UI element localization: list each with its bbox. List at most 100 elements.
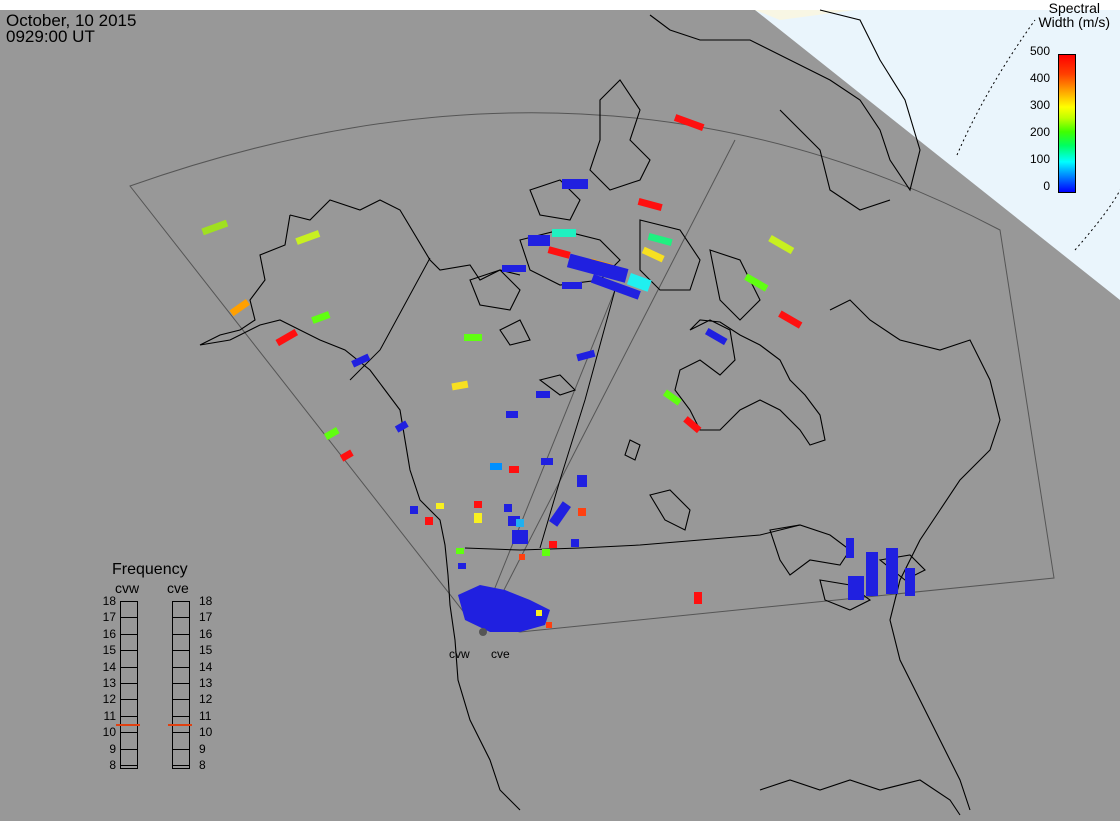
echo-cell	[578, 508, 586, 516]
frequency-column-cve	[172, 601, 190, 769]
frequency-marker-cvw	[116, 724, 140, 726]
echo-cell	[848, 576, 864, 600]
frequency-tick-left: 18	[102, 594, 116, 608]
scatter-echoes	[201, 114, 915, 632]
frequency-tick-left: 14	[102, 659, 116, 674]
echo-cell	[886, 548, 898, 594]
frequency-tick-left: 10	[102, 725, 116, 740]
echo-cell	[506, 411, 518, 418]
echo-cell	[451, 380, 469, 391]
echo-cell	[509, 466, 519, 473]
echo-cell	[323, 427, 340, 441]
echo-cell	[490, 463, 502, 470]
frequency-tick-left: 12	[102, 692, 116, 707]
fov-beam-line-2	[479, 289, 616, 626]
echo-cell	[516, 519, 524, 527]
echo-cell	[394, 420, 409, 433]
frequency-tick-right: 18	[199, 594, 213, 608]
echo-cell	[626, 273, 652, 292]
frequency-tick-right: 17	[199, 610, 213, 625]
frequency-tick-right: 14	[199, 659, 213, 674]
echo-cell	[694, 592, 702, 604]
echo-cell	[528, 235, 550, 246]
echo-cell	[541, 458, 553, 465]
echo-cell	[536, 610, 542, 616]
colorbar-title-line2: Width (m/s)	[1038, 14, 1110, 30]
colorbar-title-line1: Spectral	[1048, 0, 1100, 16]
radar-label-cve: cve	[491, 647, 510, 661]
fov-outline	[129, 112, 1055, 633]
echo-cell	[456, 548, 464, 554]
colorbar-tick: 100	[1029, 152, 1050, 166]
frequency-tick-left: 13	[102, 676, 116, 690]
date-label: October, 10 2015	[6, 11, 137, 30]
echo-cell	[641, 246, 665, 263]
echo-cell	[464, 334, 482, 341]
echo-cell	[425, 517, 433, 525]
time-label: 0929:00 UT	[6, 27, 95, 46]
echo-cell	[458, 563, 466, 569]
top-margin	[0, 0, 1120, 10]
frequency-tick-left: 11	[103, 708, 116, 723]
frequency-column-cvw	[120, 601, 138, 769]
echo-cell	[502, 265, 526, 272]
echo-cell	[201, 219, 229, 236]
echo-cell	[576, 349, 596, 362]
echo-cell	[351, 353, 371, 368]
echo-cell	[566, 253, 629, 283]
frequency-title: Frequency	[112, 561, 188, 578]
colorbar-tick: 500	[1029, 44, 1050, 58]
echo-cell	[562, 282, 582, 289]
echo-cell	[229, 298, 250, 317]
colorbar-tick: 200	[1029, 125, 1050, 139]
echo-cell	[673, 114, 705, 131]
radar-label-cvw: cvw	[449, 647, 470, 661]
echo-cell	[339, 449, 354, 462]
echo-cell	[474, 513, 482, 523]
frequency-tick-left: 9	[109, 741, 116, 756]
echo-cell	[683, 416, 702, 434]
echo-cell	[778, 310, 803, 329]
echo-cell	[571, 539, 579, 547]
echo-cell	[549, 501, 571, 527]
echo-cell	[590, 274, 641, 300]
coastlines	[199, 9, 1001, 816]
echo-cell	[508, 516, 520, 526]
frequency-tick-right: 15	[199, 643, 213, 658]
echo-cell	[577, 475, 587, 487]
colorbar-tick: 400	[1029, 71, 1050, 85]
frequency-tick-right: 9	[199, 741, 206, 756]
echo-cell	[905, 568, 915, 596]
echo-cell	[504, 504, 512, 512]
echo-cell	[519, 554, 525, 560]
frequency-col-label-cvw: cvw	[115, 580, 140, 596]
echo-cell	[474, 501, 482, 508]
frequency-tick-right: 16	[199, 626, 213, 641]
echo-cell	[549, 541, 557, 548]
latitude-circle-dotted	[956, 19, 1036, 156]
echo-cell	[637, 198, 663, 212]
frequency-tick-right: 12	[199, 692, 213, 707]
echo-cell	[704, 328, 728, 346]
echo-cell	[552, 229, 576, 237]
echo-cell	[536, 391, 550, 398]
echo-cell	[311, 311, 331, 324]
echo-cell	[275, 329, 299, 347]
echo-cell	[866, 552, 878, 596]
echo-fan-cluster	[458, 585, 550, 632]
spectral-width-colorbar	[1058, 54, 1076, 193]
frequency-tick-left: 16	[102, 626, 116, 641]
frequency-tick-right: 8	[199, 758, 206, 772]
echo-cell	[846, 538, 854, 558]
echo-cell	[562, 179, 588, 189]
latitude-circle-dotted-2	[1074, 189, 1120, 251]
frequency-tick-right: 10	[199, 725, 213, 740]
borders	[349, 257, 801, 551]
frequency-tick-left: 8	[109, 758, 116, 772]
colorbar-tick: 300	[1029, 98, 1050, 112]
echo-cell	[295, 230, 321, 245]
echo-cell	[512, 530, 528, 544]
echo-cell	[436, 503, 444, 509]
